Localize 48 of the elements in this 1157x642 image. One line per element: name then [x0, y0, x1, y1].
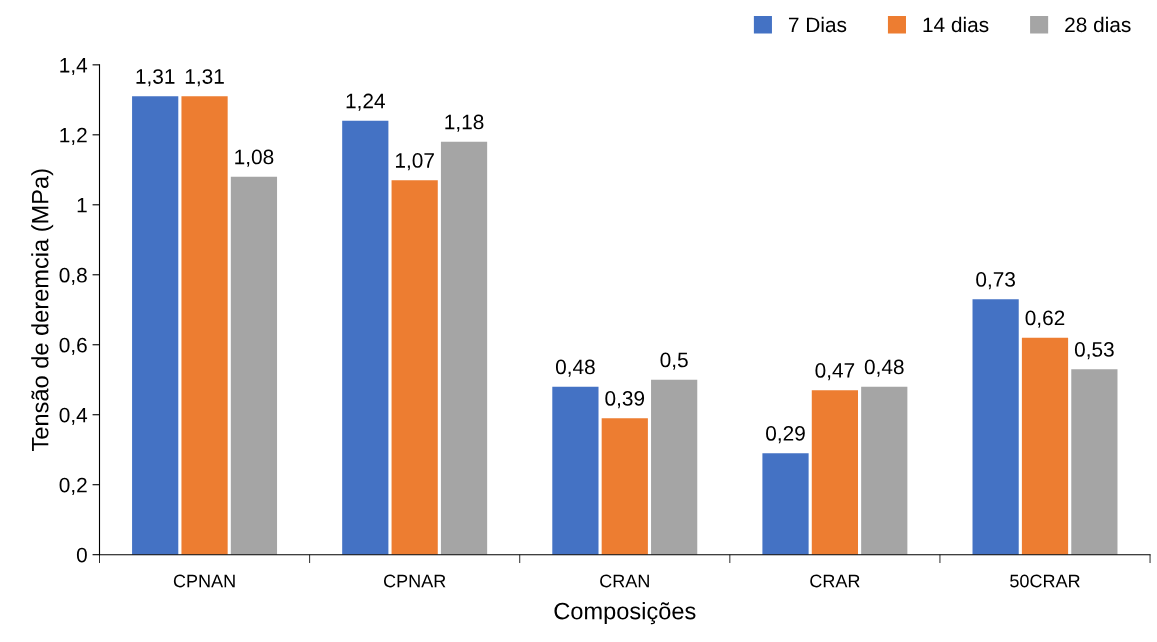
- data-label: 0,73: [976, 272, 1015, 290]
- data-label: 1,07: [395, 153, 434, 171]
- y-tick-label: 0: [76, 547, 87, 563]
- bar: [391, 180, 438, 555]
- bar: [230, 176, 278, 555]
- data-label: 1,31: [136, 69, 175, 87]
- y-tick-label: 0,2: [59, 477, 87, 495]
- bar: [861, 386, 908, 555]
- x-tick-label: 50CRAR: [1010, 574, 1080, 588]
- bar: [552, 386, 599, 555]
- data-label: 1,18: [445, 114, 484, 132]
- y-tick-label: 1: [77, 198, 87, 213]
- data-label: 0,48: [864, 359, 904, 377]
- data-label: 0,29: [766, 426, 805, 444]
- y-tick-label: 1,4: [60, 58, 88, 76]
- bar: [440, 141, 488, 555]
- bar: [762, 453, 809, 555]
- bar: [651, 379, 698, 555]
- y-tick-label: 0,6: [59, 337, 87, 355]
- x-tick-label: CPNAN: [173, 574, 235, 588]
- bar: [342, 120, 389, 555]
- y-axis-title: Tensão de deremcia (MPa): [31, 169, 54, 451]
- x-axis-title: Composições: [554, 602, 696, 625]
- bar: [972, 299, 1019, 555]
- y-tick-label: 0,4: [59, 407, 88, 425]
- x-tick-label: CPNAR: [383, 574, 446, 588]
- data-label: 0,62: [1025, 310, 1065, 328]
- y-tick-label: 1,2: [60, 127, 87, 146]
- bar: [1071, 369, 1118, 555]
- bar: [811, 390, 858, 555]
- bar: [181, 96, 228, 555]
- data-label: 1,08: [235, 149, 274, 167]
- data-label: 0,39: [605, 391, 645, 409]
- bar: [1021, 337, 1069, 555]
- x-tick-label: CRAN: [600, 574, 649, 588]
- legend-label: 28 dias: [1065, 16, 1131, 33]
- bar: [132, 96, 179, 555]
- data-label: 1,31: [185, 69, 224, 87]
- bar: [601, 418, 648, 555]
- legend-label: 14 dias: [923, 16, 989, 33]
- data-label: 0,47: [815, 363, 855, 381]
- data-label: 0,48: [555, 359, 595, 377]
- data-label: 0,53: [1074, 342, 1114, 360]
- data-label: 0,5: [660, 352, 688, 370]
- legend-label: 7 Dias: [788, 16, 847, 33]
- y-tick-label: 0,8: [59, 267, 87, 285]
- data-label: 1,24: [346, 93, 385, 111]
- x-tick-label: CRAR: [810, 574, 860, 588]
